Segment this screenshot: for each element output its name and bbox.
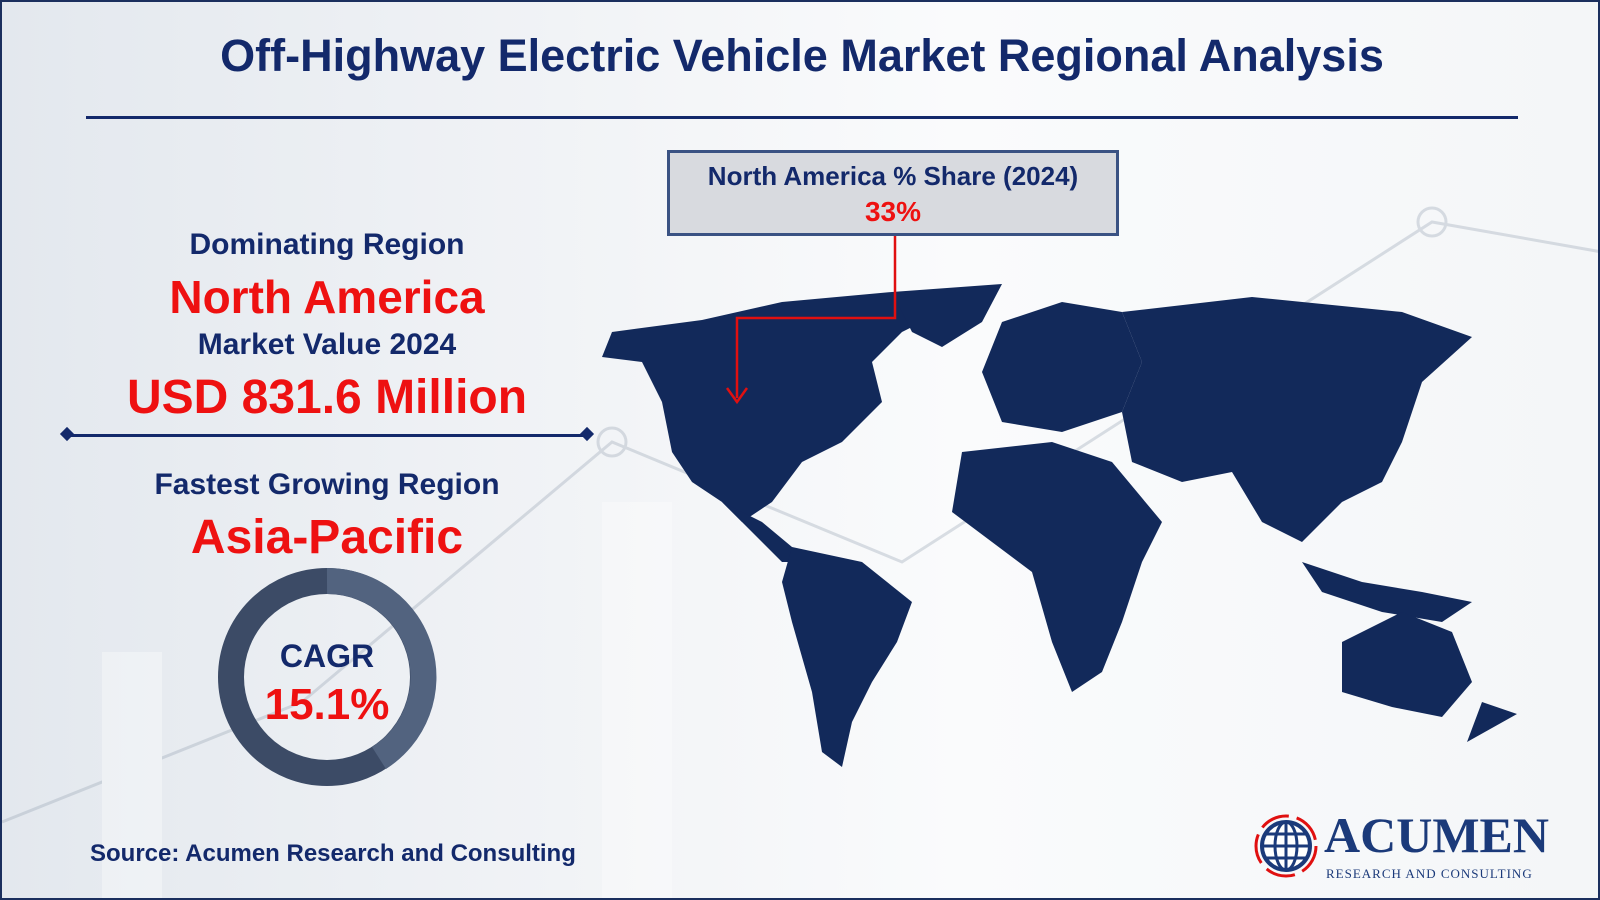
cagr-value: 15.1% xyxy=(264,680,390,729)
globe-icon xyxy=(1254,814,1318,878)
page-title: Off-Highway Electric Vehicle Market Regi… xyxy=(220,30,1384,81)
map-central-america xyxy=(722,502,802,562)
logo-name: ACUMEN xyxy=(1324,807,1549,863)
map-asia xyxy=(1122,297,1472,542)
north-america-share-callout: North America % Share (2024) 33% xyxy=(667,150,1119,236)
title-underline xyxy=(86,116,1518,119)
section-divider xyxy=(66,434,590,437)
map-africa xyxy=(952,442,1162,692)
fastest-region-value: Asia-Pacific xyxy=(190,511,464,564)
dominating-region-value: North America xyxy=(169,271,485,323)
cagr-label: CAGR xyxy=(279,638,375,674)
map-europe xyxy=(982,302,1142,432)
donut-highlight-segment xyxy=(326,567,437,769)
dominating-region-label: Dominating Region xyxy=(189,228,465,261)
callout-arrow-head xyxy=(725,387,749,405)
map-north-america xyxy=(602,292,962,522)
map-australia xyxy=(1342,612,1472,717)
callout-label: North America % Share (2024) xyxy=(707,161,1079,191)
map-new-zealand xyxy=(1467,702,1517,742)
map-south-america xyxy=(782,547,912,767)
callout-connector-line xyxy=(735,236,897,398)
market-value: USD 831.6 Million xyxy=(126,371,528,424)
map-greenland xyxy=(892,284,1002,347)
cagr-donut xyxy=(218,567,437,786)
market-value-label: Market Value 2024 xyxy=(197,328,457,361)
source-note: Source: Acumen Research and Consulting xyxy=(90,840,576,867)
callout-value: 33% xyxy=(864,196,922,227)
logo-tagline: RESEARCH AND CONSULTING xyxy=(1326,866,1533,881)
map-southeast-asia xyxy=(1302,562,1472,622)
fastest-region-label: Fastest Growing Region xyxy=(154,468,500,501)
